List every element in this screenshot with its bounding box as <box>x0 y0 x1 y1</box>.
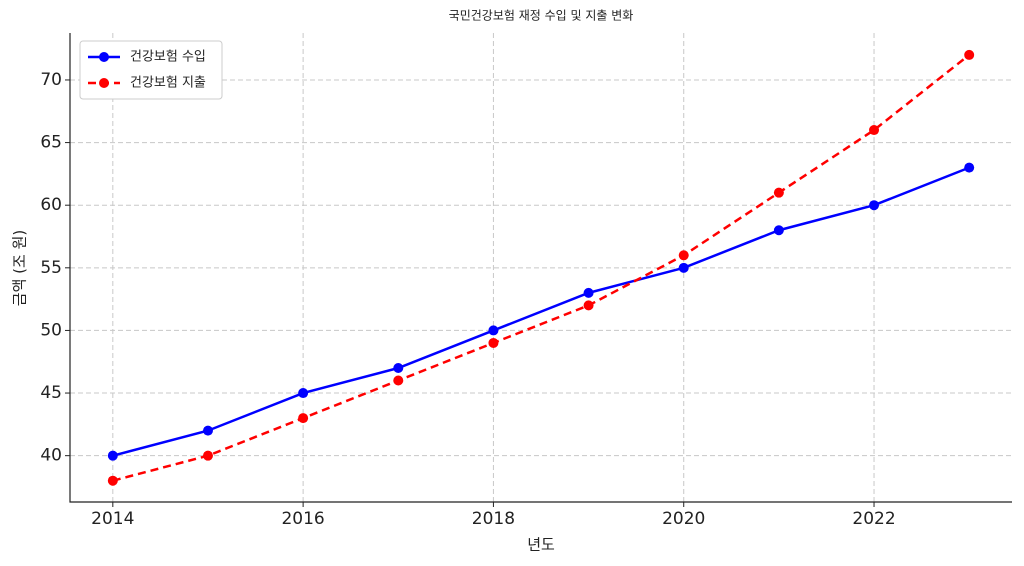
data-point <box>964 49 975 60</box>
y-axis-label: 금액 (조 원) <box>11 230 29 306</box>
series-line <box>112 166 970 457</box>
x-tick-label: 2016 <box>281 509 324 529</box>
y-tick-label: 45 <box>40 383 62 403</box>
axis-frame <box>69 33 1012 503</box>
data-point <box>107 475 118 486</box>
data-point <box>678 262 689 273</box>
data-point <box>107 450 118 461</box>
data-point <box>393 375 404 386</box>
chart-title: 국민건강보험 재정 수입 및 지출 변화 <box>449 9 634 23</box>
x-axis-label: 년도 <box>527 536 555 554</box>
y-tick-label: 70 <box>40 70 62 90</box>
x-tick-label: 2022 <box>852 509 895 529</box>
legend-box <box>79 40 223 100</box>
data-point <box>678 250 689 261</box>
legend-marker <box>99 78 109 88</box>
legend-marker <box>99 52 109 62</box>
data-point <box>298 413 309 424</box>
data-point <box>583 300 594 311</box>
x-tick-label: 2020 <box>662 509 705 529</box>
y-tick-label: 55 <box>40 258 62 278</box>
data-point <box>202 450 213 461</box>
legend-label: 건강보험 지출 <box>130 76 206 91</box>
data-point <box>869 125 880 136</box>
data-point <box>488 325 499 336</box>
data-point <box>869 200 880 211</box>
y-tick-label: 40 <box>40 446 62 466</box>
data-point <box>583 287 594 298</box>
series-line <box>112 53 970 482</box>
y-tick-label: 65 <box>40 133 62 153</box>
legend-label: 건강보험 수입 <box>130 50 206 65</box>
data-point <box>964 162 975 173</box>
x-tick-label: 2018 <box>472 509 515 529</box>
y-tick-label: 60 <box>40 195 62 215</box>
data-point <box>773 225 784 236</box>
x-tick-label: 2014 <box>91 509 134 529</box>
data-point <box>773 187 784 198</box>
data-point <box>298 388 309 399</box>
y-tick-label: 50 <box>40 320 62 340</box>
data-point <box>393 363 404 373</box>
data-point <box>202 425 213 436</box>
data-point <box>488 337 499 348</box>
